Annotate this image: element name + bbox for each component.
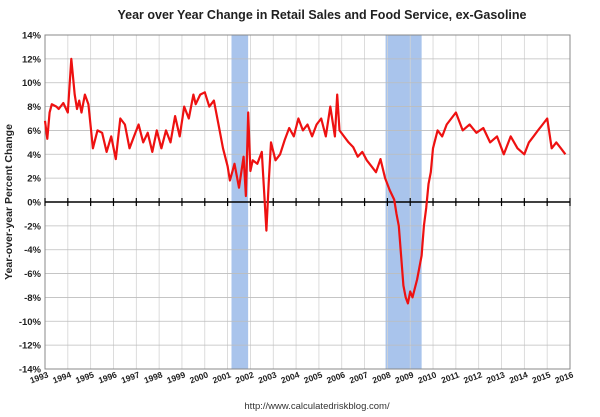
x-tick-label: 2000 — [188, 369, 209, 385]
y-tick-label: 8% — [27, 102, 41, 113]
x-tick-label: 2009 — [394, 369, 415, 385]
x-tick-label: 2001 — [211, 369, 232, 385]
x-tick-labels: 1993 1994 1995 1996 1997 1998 1999 2000 2001 2002… — [28, 369, 574, 385]
x-tick-label: 2014 — [508, 369, 529, 385]
x-tick-label: 2015 — [531, 369, 552, 385]
y-tick-label: -10% — [19, 317, 42, 328]
x-tick-label: 2012 — [462, 369, 483, 385]
x-tick-label: 1996 — [97, 369, 118, 385]
x-tick-label: 2016 — [553, 369, 574, 385]
horizontal-gridlines — [45, 34, 570, 370]
x-tick-label: 1998 — [143, 369, 164, 385]
y-tick-labels: -14% -12% -10% -8% -6% -4% -2% 0% 2% 4% 6% 8% 10% 12%… — [19, 31, 42, 376]
y-tick-label: -6% — [24, 269, 41, 280]
y-tick-label: -14% — [19, 365, 42, 376]
y-tick-label: 2% — [27, 174, 41, 185]
y-tick-label: 14% — [22, 31, 42, 42]
x-tick-label: 2003 — [257, 369, 278, 385]
y-tick-label: -2% — [24, 221, 41, 232]
y-tick-label: 6% — [27, 126, 41, 137]
y-tick-label: -12% — [19, 341, 42, 352]
y-tick-label: -8% — [24, 293, 41, 304]
x-tick-label: 2002 — [234, 369, 255, 385]
x-tick-label: 2004 — [280, 369, 301, 385]
y-tick-label: 10% — [22, 78, 42, 89]
chart-title: Year over Year Change in Retail Sales an… — [118, 8, 527, 22]
x-tick-label: 2008 — [371, 369, 392, 385]
x-tick-label: 1999 — [165, 369, 186, 385]
x-tick-label: 1997 — [120, 369, 141, 385]
y-axis-label: Year-over-year Percent Change — [3, 124, 15, 280]
x-tick-label: 2007 — [348, 369, 369, 385]
zero-axis — [44, 198, 571, 206]
x-tick-label: 1994 — [51, 369, 72, 385]
series-line — [43, 57, 567, 305]
x-tick-label: 1995 — [74, 369, 95, 385]
x-tick-label: 2010 — [417, 369, 438, 385]
x-tick-label: 2006 — [325, 369, 346, 385]
y-tick-label: 12% — [22, 54, 42, 65]
y-tick-label: 4% — [27, 150, 41, 161]
x-tick-label: 2013 — [485, 369, 506, 385]
x-tick-label: 2005 — [302, 369, 323, 385]
source-url: http://www.calculatedriskblog.com/ — [244, 401, 390, 412]
y-tick-label: -4% — [24, 245, 41, 256]
y-tick-label: 0% — [27, 198, 41, 209]
x-tick-label: 2011 — [440, 369, 461, 385]
